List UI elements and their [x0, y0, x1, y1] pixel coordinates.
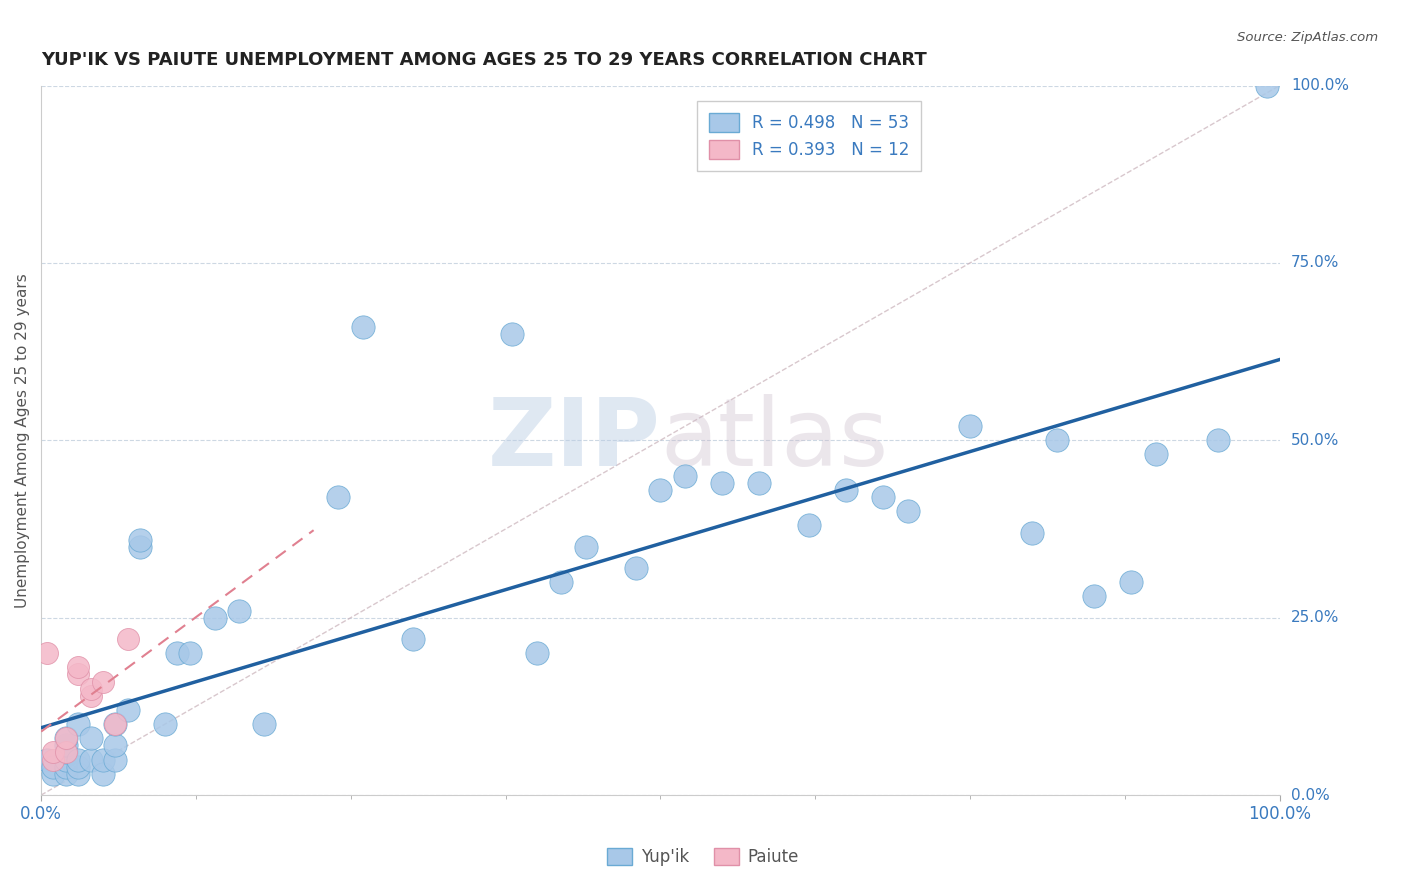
Point: [711, 475, 734, 490]
Point: [37, 646, 59, 660]
Point: [67, 766, 90, 780]
Point: [79, 731, 101, 746]
Point: [55, 739, 77, 753]
Point: [153, 717, 176, 731]
Point: [104, 717, 127, 731]
Point: [228, 604, 250, 618]
Text: ZIP: ZIP: [488, 394, 661, 486]
Point: [79, 689, 101, 703]
Point: [91, 753, 114, 767]
Point: [67, 753, 90, 767]
Point: [129, 540, 152, 554]
Y-axis label: Unemployment Among Ages 25 to 29 years: Unemployment Among Ages 25 to 29 years: [15, 273, 30, 607]
Point: [117, 632, 139, 646]
Text: 100.0%: 100.0%: [1291, 78, 1348, 93]
Point: [402, 632, 425, 646]
Point: [624, 561, 647, 575]
Text: 0.0%: 0.0%: [1291, 788, 1330, 803]
Text: 25.0%: 25.0%: [1291, 610, 1339, 625]
Point: [501, 326, 523, 341]
Point: [1083, 590, 1105, 604]
Point: [897, 504, 920, 518]
Point: [91, 674, 114, 689]
Point: [55, 760, 77, 774]
Point: [55, 766, 77, 780]
Point: [1206, 434, 1229, 448]
Point: [37, 753, 59, 767]
Point: [166, 646, 188, 660]
Point: [104, 717, 127, 731]
Point: [1119, 575, 1142, 590]
Point: [253, 717, 276, 731]
Point: [650, 483, 672, 497]
Point: [55, 731, 77, 746]
Point: [67, 660, 90, 674]
Point: [835, 483, 858, 497]
Point: [179, 646, 201, 660]
Point: [91, 766, 114, 780]
Point: [797, 518, 820, 533]
Point: [129, 533, 152, 547]
Point: [1144, 448, 1167, 462]
Point: [67, 667, 90, 681]
Point: [42, 753, 65, 767]
Point: [104, 739, 127, 753]
Text: atlas: atlas: [661, 394, 889, 486]
Point: [55, 731, 77, 746]
Text: YUP'IK VS PAIUTE UNEMPLOYMENT AMONG AGES 25 TO 29 YEARS CORRELATION CHART: YUP'IK VS PAIUTE UNEMPLOYMENT AMONG AGES…: [41, 51, 927, 69]
Legend: R = 0.498   N = 53, R = 0.393   N = 12: R = 0.498 N = 53, R = 0.393 N = 12: [697, 101, 921, 171]
Point: [55, 753, 77, 767]
Point: [1021, 525, 1043, 540]
Point: [67, 760, 90, 774]
Text: Source: ZipAtlas.com: Source: ZipAtlas.com: [1237, 31, 1378, 45]
Point: [55, 746, 77, 760]
Point: [204, 610, 226, 624]
Point: [673, 468, 696, 483]
Point: [55, 746, 77, 760]
Point: [352, 319, 374, 334]
Point: [959, 419, 981, 434]
Point: [748, 475, 770, 490]
Point: [79, 681, 101, 696]
Point: [550, 575, 572, 590]
Point: [1256, 78, 1278, 93]
Point: [328, 490, 350, 504]
Point: [67, 717, 90, 731]
Text: 75.0%: 75.0%: [1291, 255, 1339, 270]
Point: [872, 490, 894, 504]
Text: 50.0%: 50.0%: [1291, 433, 1339, 448]
Legend: Yup'ik, Paiute: Yup'ik, Paiute: [599, 840, 807, 875]
Point: [117, 703, 139, 717]
Point: [526, 646, 548, 660]
Point: [1046, 434, 1069, 448]
Point: [42, 746, 65, 760]
Point: [575, 540, 598, 554]
Point: [42, 760, 65, 774]
Point: [79, 753, 101, 767]
Point: [42, 766, 65, 780]
Point: [104, 753, 127, 767]
